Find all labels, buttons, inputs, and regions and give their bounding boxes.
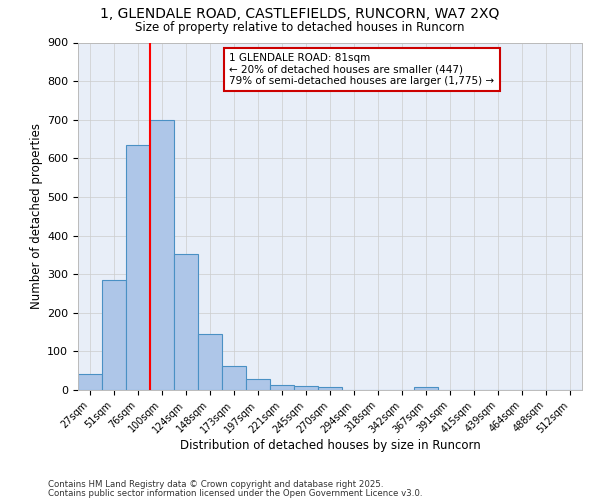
Bar: [78, 374, 102, 390]
Bar: [102, 280, 126, 390]
Bar: [270, 384, 294, 390]
Bar: [198, 334, 222, 390]
X-axis label: Distribution of detached houses by size in Runcorn: Distribution of detached houses by size …: [179, 439, 481, 452]
Bar: [246, 379, 270, 390]
Text: Size of property relative to detached houses in Runcorn: Size of property relative to detached ho…: [135, 21, 465, 34]
Bar: [414, 387, 438, 390]
Text: 1, GLENDALE ROAD, CASTLEFIELDS, RUNCORN, WA7 2XQ: 1, GLENDALE ROAD, CASTLEFIELDS, RUNCORN,…: [100, 8, 500, 22]
Bar: [126, 145, 150, 390]
Y-axis label: Number of detached properties: Number of detached properties: [30, 123, 43, 309]
Bar: [150, 120, 174, 390]
Bar: [318, 387, 342, 390]
Text: 1 GLENDALE ROAD: 81sqm
← 20% of detached houses are smaller (447)
79% of semi-de: 1 GLENDALE ROAD: 81sqm ← 20% of detached…: [229, 53, 494, 86]
Text: Contains HM Land Registry data © Crown copyright and database right 2025.: Contains HM Land Registry data © Crown c…: [48, 480, 383, 489]
Text: Contains public sector information licensed under the Open Government Licence v3: Contains public sector information licen…: [48, 490, 422, 498]
Bar: [294, 386, 318, 390]
Bar: [222, 366, 246, 390]
Bar: [174, 254, 198, 390]
